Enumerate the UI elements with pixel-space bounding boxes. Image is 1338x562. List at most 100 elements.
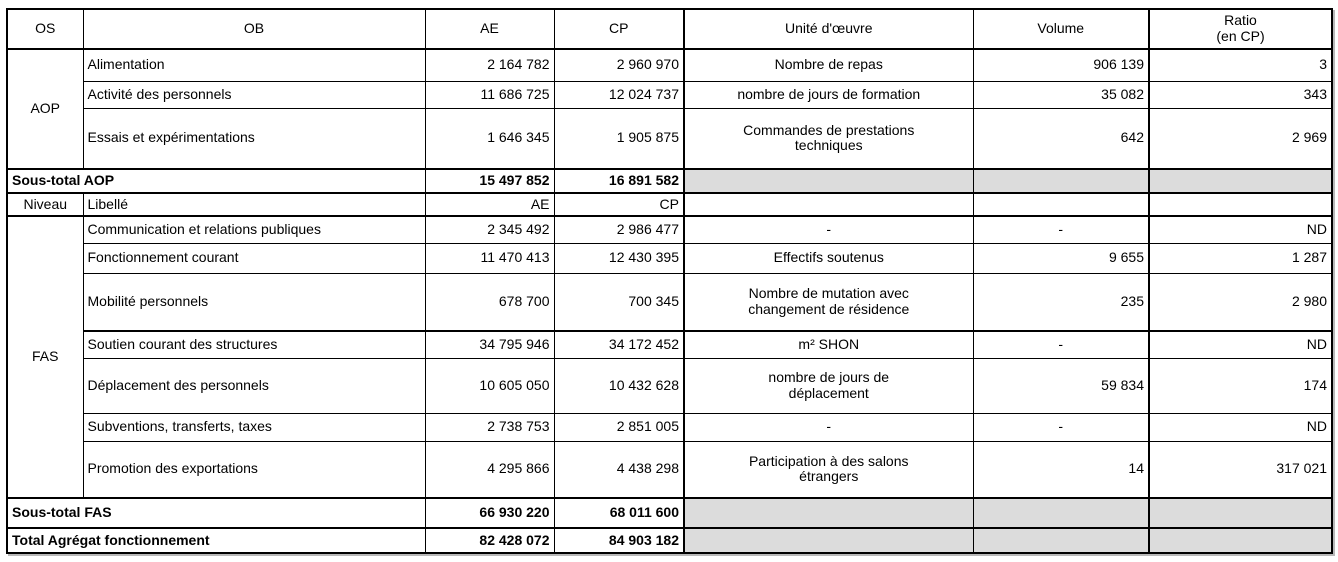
group-cell-fas: FAS	[6, 215, 84, 499]
subtotal-fas-row: Sous-total FAS 66 930 220 68 011 600	[6, 497, 1333, 529]
shaded-cell	[683, 168, 974, 194]
col-header-unite: Unité d'œuvre	[683, 8, 974, 50]
empty-cell	[683, 192, 974, 217]
table-row-subventions: Subventions, transferts, taxes 2 738 753…	[7, 412, 1333, 442]
cell-cp: 2 851 005	[553, 412, 685, 442]
cell-ratio: 3	[1148, 48, 1333, 82]
shaded-cell	[1148, 497, 1333, 529]
cell-volume: -	[972, 330, 1150, 359]
cell-cp: 10 432 628	[553, 357, 685, 414]
cell-unite: -	[683, 215, 974, 244]
table-row-soutien: Soutien courant des structures 34 795 94…	[7, 330, 1333, 359]
table-row-essais: Essais et expérimentations 1 646 345 1 9…	[7, 107, 1333, 170]
total-row: Total Agrégat fonctionnement 82 428 072 …	[6, 527, 1333, 554]
cell-ob: Subventions, transferts, taxes	[82, 412, 426, 442]
shaded-cell	[972, 497, 1150, 529]
cell-ob: Soutien courant des structures	[82, 330, 426, 359]
cell-cp: 2 986 477	[553, 215, 685, 244]
niveau-cp-cell: CP	[553, 192, 685, 217]
subtotal-aop-row: Sous-total AOP 15 497 852 16 891 582	[6, 168, 1333, 194]
cell-ae: 11 470 413	[424, 242, 555, 274]
empty-cell	[1148, 192, 1333, 217]
cell-volume: -	[972, 412, 1150, 442]
cell-ae: 2 345 492	[424, 215, 555, 244]
cell-ob: Fonctionnement courant	[82, 242, 426, 274]
cell-unite: Participation à des salons étrangers	[683, 440, 974, 499]
cell-ob: Essais et expérimentations	[82, 107, 426, 170]
cell-ratio: 2 980	[1148, 272, 1333, 332]
cell-cp: 12 024 737	[553, 80, 685, 109]
cell-unite: nombre de jours de formation	[683, 80, 974, 109]
table-row-promotion: Promotion des exportations 4 295 866 4 4…	[7, 440, 1333, 499]
shaded-cell	[683, 497, 974, 529]
cell-volume: 642	[972, 107, 1150, 170]
cell-cp: 700 345	[553, 272, 685, 332]
cell-unite: -	[683, 412, 974, 442]
cell-ae: 1 646 345	[424, 107, 555, 170]
cell-ae: 678 700	[424, 272, 555, 332]
cell-ob: Déplacement des personnels	[82, 357, 426, 414]
niveau-header-row: Niveau Libellé AE CP	[6, 192, 1333, 217]
cell-ratio: ND	[1148, 330, 1333, 359]
header-row: OS OB AE CP Unité d'œuvre Volume Ratio (…	[6, 8, 1333, 50]
shaded-cell	[972, 168, 1150, 194]
cell-ratio: ND	[1148, 412, 1333, 442]
cell-ob: Activité des personnels	[82, 80, 426, 109]
col-header-ob: OB	[82, 8, 426, 50]
cell-ob: Promotion des exportations	[82, 440, 426, 499]
cell-ob: Mobilité personnels	[82, 272, 426, 332]
cell-cp: 2 960 970	[553, 48, 685, 82]
subtotal-aop-ae: 15 497 852	[424, 168, 555, 194]
cell-ae: 2 164 782	[424, 48, 555, 82]
budget-table: OS OB AE CP Unité d'œuvre Volume Ratio (…	[6, 8, 1333, 554]
cell-unite: Nombre de repas	[683, 48, 974, 82]
cell-ratio: 1 287	[1148, 242, 1333, 274]
cell-ae: 34 795 946	[424, 330, 555, 359]
cell-ae: 11 686 725	[424, 80, 555, 109]
table-row-activite-personnels: Activité des personnels 11 686 725 12 02…	[7, 80, 1333, 109]
cell-ratio: 343	[1148, 80, 1333, 109]
cell-ob: Alimentation	[82, 48, 426, 82]
cell-ae: 4 295 866	[424, 440, 555, 499]
subtotal-fas-cp: 68 011 600	[553, 497, 685, 529]
cell-ratio: ND	[1148, 215, 1333, 244]
total-cp: 84 903 182	[553, 527, 685, 554]
table-row-fonctionnement: Fonctionnement courant 11 470 413 12 430…	[7, 242, 1333, 274]
cell-cp: 4 438 298	[553, 440, 685, 499]
cell-cp: 12 430 395	[553, 242, 685, 274]
cell-volume: -	[972, 215, 1150, 244]
col-header-os: OS	[6, 8, 84, 50]
col-header-ratio: Ratio (en CP)	[1148, 8, 1333, 50]
col-header-ae: AE	[424, 8, 555, 50]
cell-ae: 10 605 050	[424, 357, 555, 414]
cell-unite: nombre de jours de déplacement	[683, 357, 974, 414]
budget-table-container: OS OB AE CP Unité d'œuvre Volume Ratio (…	[6, 8, 1333, 554]
cell-volume: 59 834	[972, 357, 1150, 414]
libelle-cell: Libellé	[82, 192, 426, 217]
cell-volume: 906 139	[972, 48, 1150, 82]
cell-volume: 9 655	[972, 242, 1150, 274]
cell-ratio: 2 969	[1148, 107, 1333, 170]
shaded-cell	[1148, 168, 1333, 194]
cell-unite: Effectifs soutenus	[683, 242, 974, 274]
subtotal-aop-cp: 16 891 582	[553, 168, 685, 194]
cell-unite: m² SHON	[683, 330, 974, 359]
col-header-cp: CP	[553, 8, 685, 50]
subtotal-fas-label: Sous-total FAS	[6, 497, 426, 529]
table-row-deplacement: Déplacement des personnels 10 605 050 10…	[7, 357, 1333, 414]
niveau-ae-cell: AE	[424, 192, 555, 217]
cell-cp: 1 905 875	[553, 107, 685, 170]
cell-ratio: 174	[1148, 357, 1333, 414]
total-label: Total Agrégat fonctionnement	[6, 527, 426, 554]
cell-volume: 14	[972, 440, 1150, 499]
niveau-cell: Niveau	[6, 192, 84, 217]
subtotal-aop-label: Sous-total AOP	[6, 168, 426, 194]
cell-ob: Communication et relations publiques	[82, 215, 426, 244]
cell-unite: Nombre de mutation avec changement de ré…	[683, 272, 974, 332]
col-header-volume: Volume	[972, 8, 1150, 50]
cell-ratio: 317 021	[1148, 440, 1333, 499]
subtotal-fas-ae: 66 930 220	[424, 497, 555, 529]
table-row-alimentation: AOP Alimentation 2 164 782 2 960 970 Nom…	[6, 48, 1333, 170]
total-ae: 82 428 072	[424, 527, 555, 554]
